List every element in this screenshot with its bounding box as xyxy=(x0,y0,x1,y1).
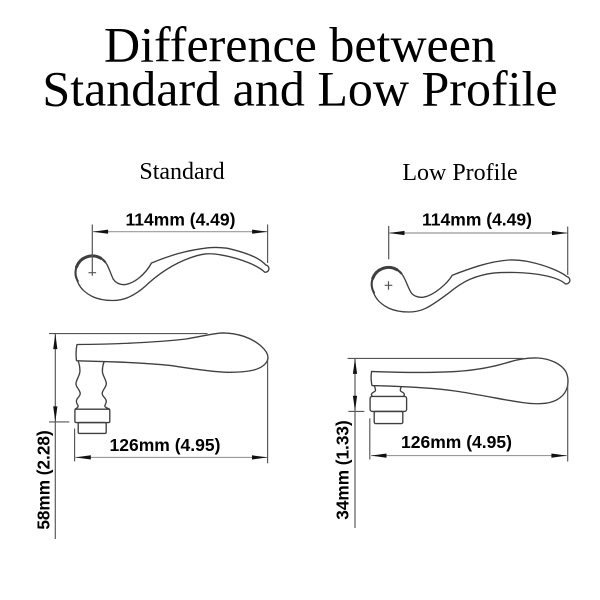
svg-text:114mm (4.49): 114mm (4.49) xyxy=(126,209,236,229)
svg-text:Standard: Standard xyxy=(139,159,224,185)
svg-text:126mm (4.95): 126mm (4.95) xyxy=(401,432,512,452)
svg-text:Low Profile: Low Profile xyxy=(402,160,517,186)
svg-text:58mm (2.28): 58mm (2.28) xyxy=(34,430,54,529)
svg-text:34mm (1.33): 34mm (1.33) xyxy=(332,420,352,519)
svg-text:Difference between: Difference between xyxy=(104,17,496,73)
svg-text:Standard and Low Profile: Standard and Low Profile xyxy=(42,61,557,117)
svg-text:114mm (4.49): 114mm (4.49) xyxy=(422,210,532,230)
svg-text:126mm (4.95): 126mm (4.95) xyxy=(110,435,221,455)
